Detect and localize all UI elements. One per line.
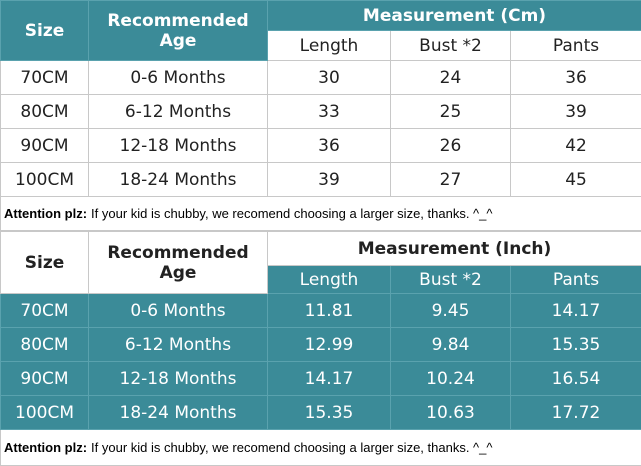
note-row: Attention plz: If your kid is chubby, we …	[1, 430, 641, 466]
cell: 24	[391, 61, 511, 95]
cell: 16.54	[511, 362, 641, 396]
cell: 18-24 Months	[89, 396, 268, 430]
cell: 26	[391, 129, 511, 163]
column-header: Bust *2	[391, 31, 511, 61]
cell: 100CM	[1, 396, 89, 430]
column-header: Length	[268, 31, 391, 61]
cell: 10.24	[391, 362, 511, 396]
cell: 0-6 Months	[89, 61, 268, 95]
note-label: Attention plz:	[4, 440, 87, 455]
note: Attention plz: If your kid is chubby, we …	[1, 430, 641, 466]
cell: 100CM	[1, 163, 89, 197]
cell: 70CM	[1, 294, 89, 328]
measurement-header: Measurement (Cm)	[268, 1, 641, 31]
size-header: Size	[1, 232, 89, 294]
cell: 15.35	[511, 328, 641, 362]
note-label: Attention plz:	[4, 206, 87, 221]
cell: 14.17	[268, 362, 391, 396]
column-header: Pants	[511, 266, 641, 294]
cell: 39	[511, 95, 641, 129]
cell: 9.45	[391, 294, 511, 328]
cell: 12.99	[268, 328, 391, 362]
cell: 9.84	[391, 328, 511, 362]
cell: 12-18 Months	[89, 129, 268, 163]
size-header: Size	[1, 1, 89, 61]
note-row: Attention plz: If your kid is chubby, we …	[1, 197, 641, 231]
cell: 45	[511, 163, 641, 197]
cell: 27	[391, 163, 511, 197]
cell: 36	[268, 129, 391, 163]
cell: 30	[268, 61, 391, 95]
cell: 80CM	[1, 95, 89, 129]
cell: 14.17	[511, 294, 641, 328]
cell: 6-12 Months	[89, 95, 268, 129]
cell: 90CM	[1, 129, 89, 163]
cell: 25	[391, 95, 511, 129]
age-header: Recommended Age	[89, 232, 268, 294]
cell: 90CM	[1, 362, 89, 396]
cell: 33	[268, 95, 391, 129]
cell: 36	[511, 61, 641, 95]
cell: 0-6 Months	[89, 294, 268, 328]
cell: 18-24 Months	[89, 163, 268, 197]
cell: 42	[511, 129, 641, 163]
column-header: Bust *2	[391, 266, 511, 294]
note-text: If your kid is chubby, we recomend choos…	[91, 440, 492, 455]
cell: 15.35	[268, 396, 391, 430]
cell: 11.81	[268, 294, 391, 328]
cell: 10.63	[391, 396, 511, 430]
note: Attention plz: If your kid is chubby, we …	[1, 197, 641, 231]
cell: 39	[268, 163, 391, 197]
cell: 12-18 Months	[89, 362, 268, 396]
note-text: If your kid is chubby, we recomend choos…	[91, 206, 492, 221]
age-header: Recommended Age	[89, 1, 268, 61]
cell: 70CM	[1, 61, 89, 95]
column-header: Pants	[511, 31, 641, 61]
cell: 6-12 Months	[89, 328, 268, 362]
column-header: Length	[268, 266, 391, 294]
cell: 80CM	[1, 328, 89, 362]
cell: 17.72	[511, 396, 641, 430]
measurement-header: Measurement (Inch)	[268, 232, 641, 266]
